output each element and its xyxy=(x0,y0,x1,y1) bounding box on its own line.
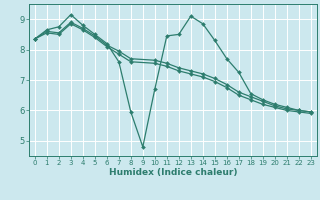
X-axis label: Humidex (Indice chaleur): Humidex (Indice chaleur) xyxy=(108,168,237,177)
